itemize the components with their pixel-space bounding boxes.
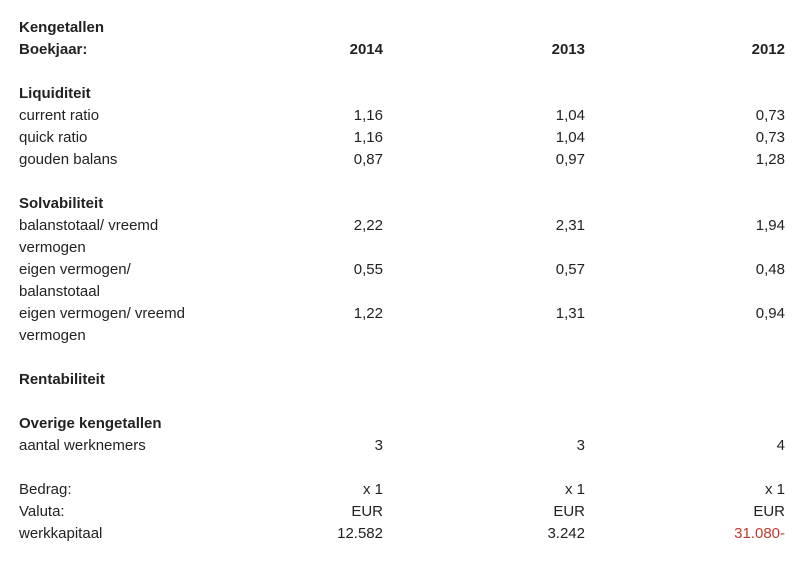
indent bbox=[0, 501, 19, 523]
row-label: current ratio bbox=[19, 107, 100, 124]
year: 2012 bbox=[751, 41, 785, 58]
row-label: Bedrag: bbox=[19, 481, 72, 498]
indent bbox=[0, 523, 19, 545]
section-title: Overige kengetallen bbox=[19, 415, 162, 432]
data-row: quick ratio 1,16 1,04 0,73 bbox=[0, 127, 809, 149]
value: 0,48 bbox=[755, 261, 785, 278]
value: 0,94 bbox=[755, 305, 785, 322]
indent bbox=[0, 259, 19, 303]
row-label: Valuta: bbox=[19, 503, 65, 520]
value: 0,87 bbox=[353, 151, 383, 168]
data-row: eigen vermogen/ balanstotaal 0,55 0,57 0,48 bbox=[0, 259, 809, 303]
section-title-row: Solvabiliteit bbox=[0, 193, 809, 215]
section-title: Liquiditeit bbox=[19, 85, 91, 102]
row-label: werkkapitaal bbox=[19, 525, 103, 542]
value: 1,04 bbox=[555, 129, 585, 146]
title: Kengetallen bbox=[19, 19, 105, 36]
row-label: eigen vermogen/ vreemd vermogen bbox=[19, 305, 185, 344]
value: 1,04 bbox=[555, 107, 585, 124]
indent bbox=[0, 83, 19, 105]
value: EUR bbox=[753, 503, 785, 520]
value: 1,16 bbox=[353, 129, 383, 146]
indent bbox=[0, 479, 19, 501]
indent bbox=[0, 105, 19, 127]
year: 2013 bbox=[551, 41, 585, 58]
indent bbox=[0, 303, 19, 347]
row-label: quick ratio bbox=[19, 129, 88, 146]
value: x 1 bbox=[764, 481, 785, 498]
header-row: Boekjaar: 2014 2013 2012 bbox=[0, 39, 809, 61]
section-title-row: Liquiditeit bbox=[0, 83, 809, 105]
data-row: balanstotaal/ vreemd vermogen 2,22 2,31 1,9… bbox=[0, 215, 809, 259]
value: 12.582 bbox=[337, 525, 383, 542]
value: 0,55 bbox=[353, 261, 383, 278]
value: 0,73 bbox=[755, 107, 785, 124]
value: 1,28 bbox=[755, 151, 785, 168]
key-figures-sheet: Kengetallen Boekjaar: 2014 2013 2012 Liquidit… bbox=[0, 17, 809, 545]
value: 0,73 bbox=[755, 129, 785, 146]
value: 4 bbox=[776, 437, 785, 454]
data-row: Bedrag: x 1 x 1 x 1 bbox=[0, 479, 809, 501]
data-row: werkkapitaal 12.582 3.242 31.080- bbox=[0, 523, 809, 545]
row-label: aantal werknemers bbox=[19, 437, 146, 454]
value: 1,94 bbox=[755, 217, 785, 234]
value: x 1 bbox=[564, 481, 585, 498]
data-row: current ratio 1,16 1,04 0,73 bbox=[0, 105, 809, 127]
title-row: Kengetallen bbox=[0, 17, 809, 39]
indent bbox=[0, 149, 19, 171]
section-title-row: Rentabiliteit bbox=[0, 369, 809, 391]
row-label: balanstotaal/ vreemd vermogen bbox=[19, 217, 159, 256]
value: 3 bbox=[374, 437, 383, 454]
value: 0,57 bbox=[555, 261, 585, 278]
section-title-row: Overige kengetallen bbox=[0, 413, 809, 435]
value: 1,16 bbox=[353, 107, 383, 124]
value: EUR bbox=[553, 503, 585, 520]
indent bbox=[0, 127, 19, 149]
data-row: aantal werknemers 3 3 4 bbox=[0, 435, 809, 457]
data-row: gouden balans 0,87 0,97 1,28 bbox=[0, 149, 809, 171]
header-label: Boekjaar: bbox=[19, 41, 88, 58]
value: 1,22 bbox=[353, 305, 383, 322]
value: 0,97 bbox=[555, 151, 585, 168]
value: 2,31 bbox=[555, 217, 585, 234]
indent bbox=[0, 435, 19, 457]
section-title: Solvabiliteit bbox=[19, 195, 104, 212]
row-label: eigen vermogen/ balanstotaal bbox=[19, 261, 131, 300]
value: 31.080- bbox=[734, 525, 785, 542]
value: EUR bbox=[351, 503, 383, 520]
section-title: Rentabiliteit bbox=[19, 371, 105, 388]
row-label: gouden balans bbox=[19, 151, 118, 168]
value: 3 bbox=[576, 437, 585, 454]
value: 3.242 bbox=[547, 525, 585, 542]
indent bbox=[0, 39, 19, 61]
value: x 1 bbox=[362, 481, 383, 498]
data-row: Valuta: EUR EUR EUR bbox=[0, 501, 809, 523]
indent bbox=[0, 413, 19, 435]
indent bbox=[0, 215, 19, 259]
indent bbox=[0, 369, 19, 391]
value: 2,22 bbox=[353, 217, 383, 234]
year: 2014 bbox=[349, 41, 383, 58]
indent bbox=[0, 17, 19, 39]
data-row: eigen vermogen/ vreemd vermogen 1,22 1,31 0… bbox=[0, 303, 809, 347]
value: 1,31 bbox=[555, 305, 585, 322]
indent bbox=[0, 193, 19, 215]
